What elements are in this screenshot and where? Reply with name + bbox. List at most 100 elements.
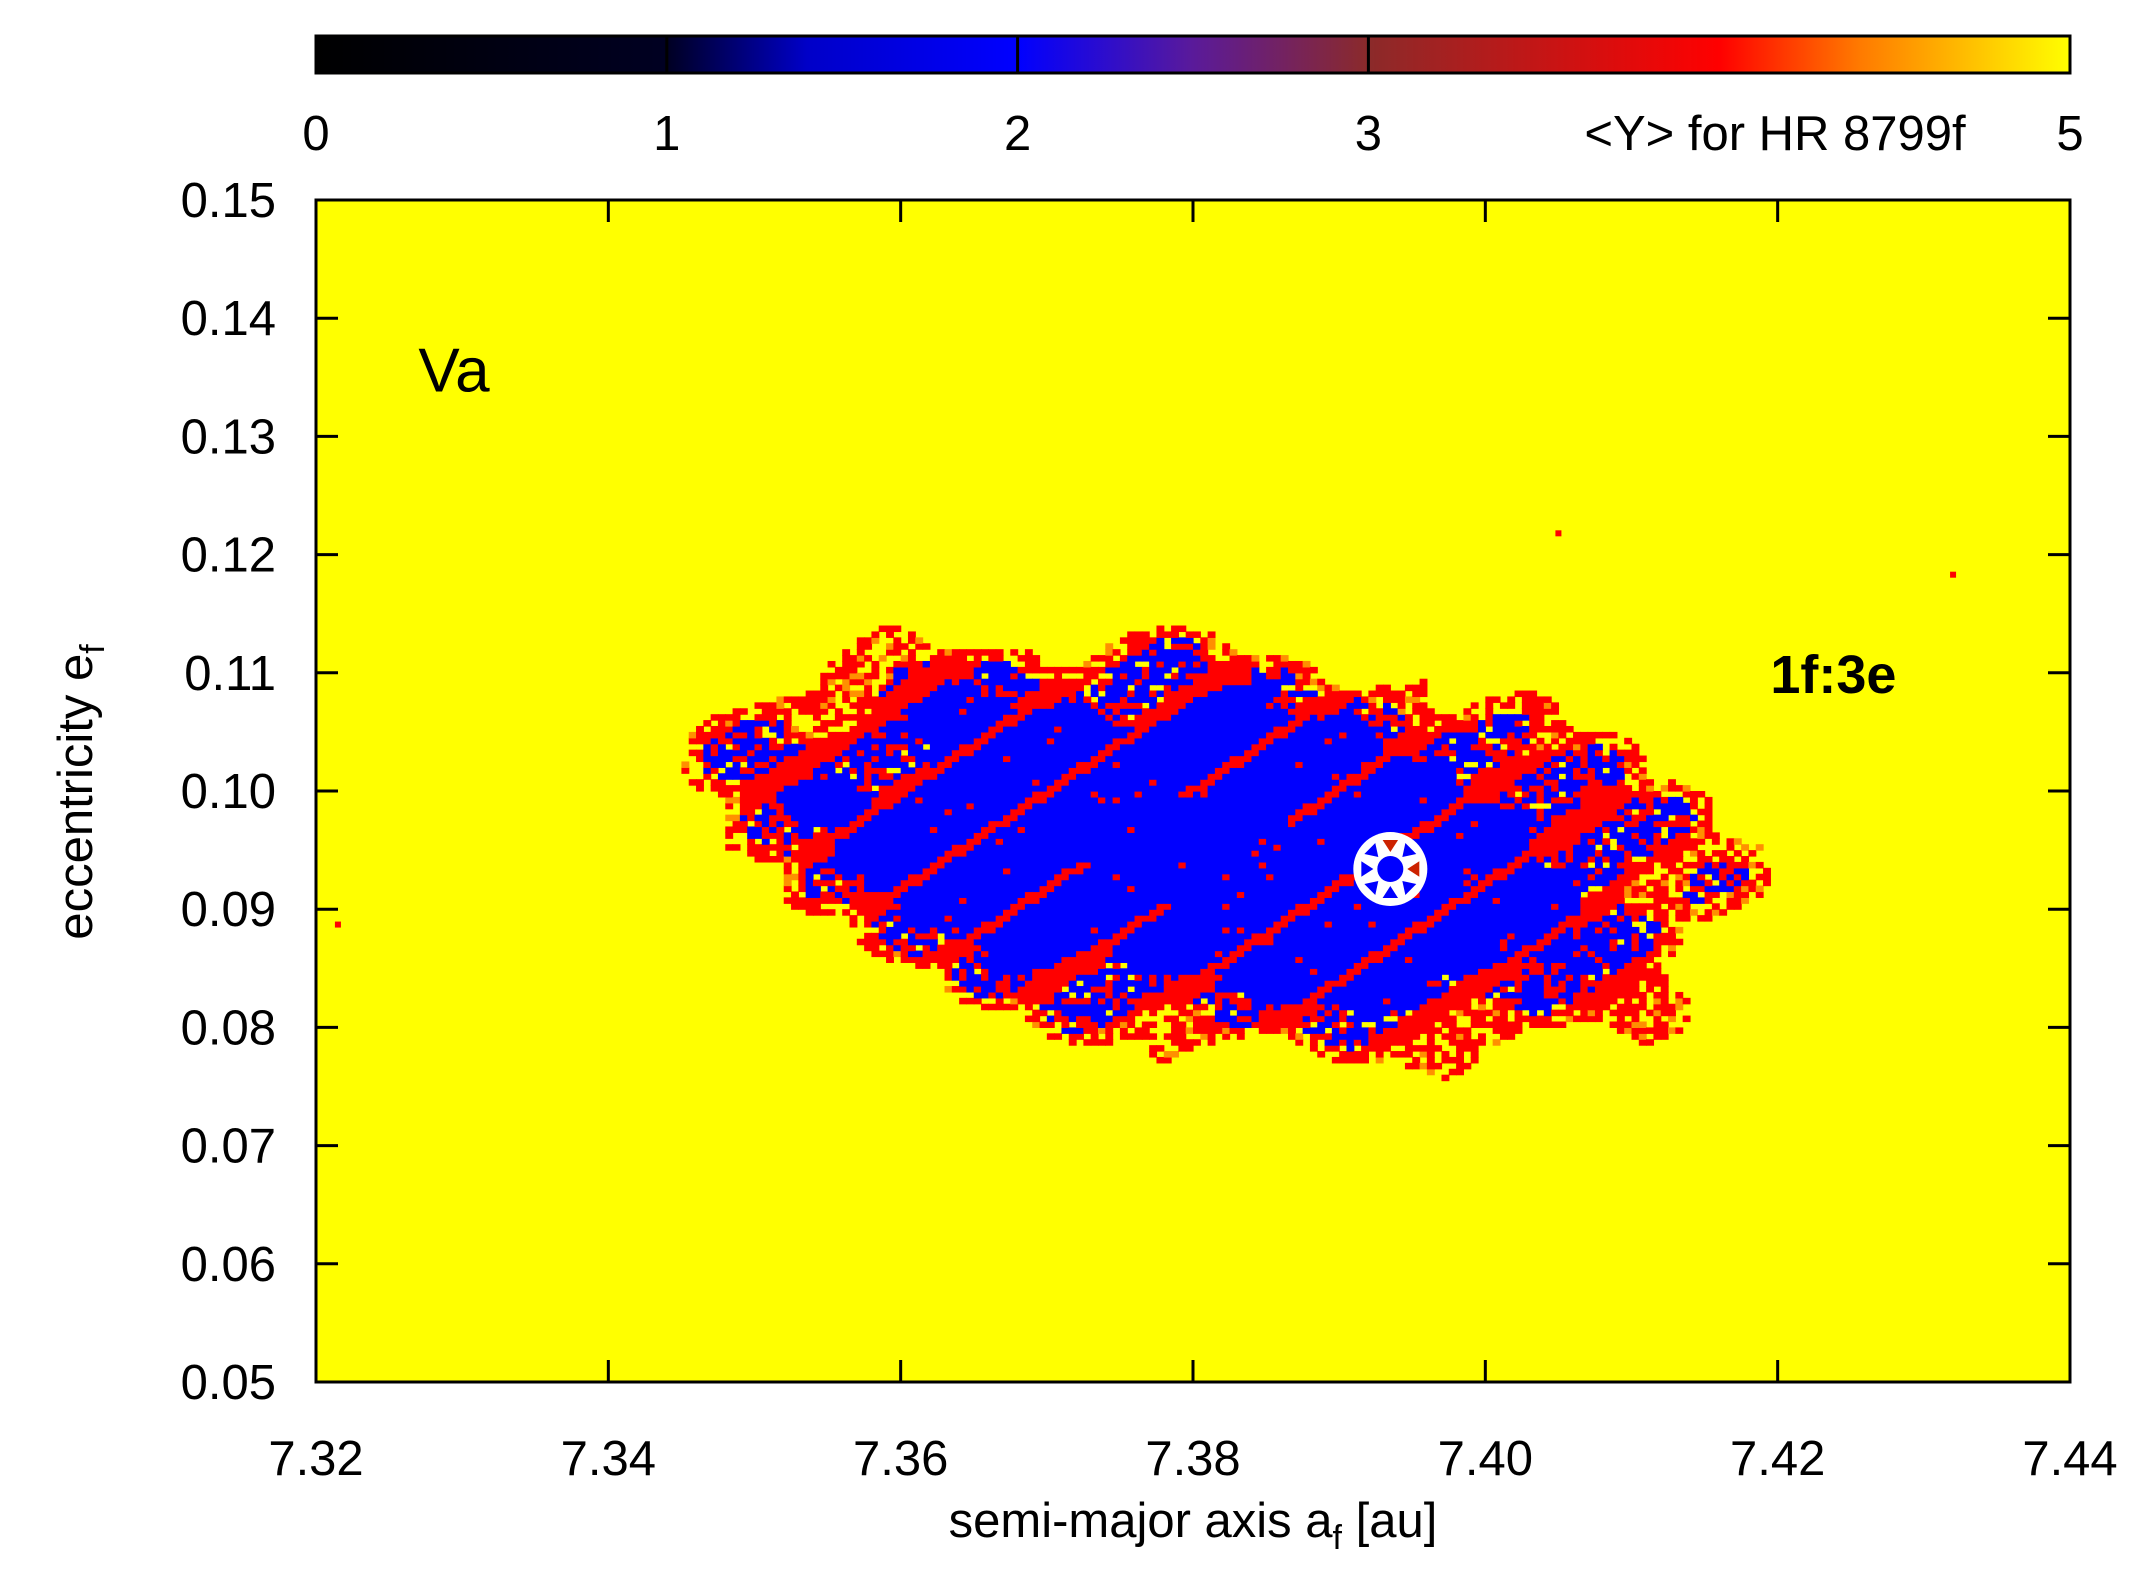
heatmap-cell [1200,885,1209,893]
heatmap-cell [988,802,997,810]
heatmap-cell [1375,980,1384,987]
heatmap-cell [1002,725,1011,733]
heatmap-cell [1171,891,1179,898]
heatmap-cell [1258,725,1267,733]
heatmap-cell [988,986,997,993]
heatmap-cell [1127,655,1136,662]
heatmap-cell [1097,773,1106,780]
heatmap-cell [1090,708,1099,715]
heatmap-cell [1361,926,1369,934]
heatmap-cell [988,649,997,656]
heatmap-cell [951,814,960,822]
heatmap-cell [1302,743,1311,751]
heatmap-cell [1288,660,1296,668]
heatmap-cell [1331,838,1340,845]
heatmap-cell [717,731,726,739]
heatmap-cell [981,678,989,686]
heatmap-cell [1295,903,1304,910]
heatmap-cell [710,737,719,745]
heatmap-cell [1273,850,1282,857]
heatmap-cell [1032,802,1041,810]
heatmap-cell [1046,915,1055,922]
heatmap-cell [1141,885,1150,893]
heatmap-cell [966,950,975,958]
heatmap-cell [1134,720,1143,727]
heatmap-cell [812,755,821,763]
heatmap-cell [966,838,975,845]
heatmap-cell [1185,838,1194,845]
heatmap-cell [1244,666,1253,674]
heatmap-cell [878,867,887,875]
heatmap-cell [951,666,960,674]
heatmap-cell [1200,861,1209,869]
heatmap-cell [725,844,734,851]
heatmap-cell [959,915,968,922]
heatmap-cell [1244,909,1253,916]
heatmap-cell [1273,909,1282,916]
heatmap-cell [1251,725,1260,733]
heatmap-cell [1061,702,1070,709]
heatmap-cell [981,731,989,739]
heatmap-cell [1207,891,1216,898]
heatmap-cell [798,708,807,715]
heatmap-cell [1141,767,1150,774]
heatmap-cell [1112,720,1121,727]
heatmap-cell [1266,708,1274,715]
heatmap-cell [1163,791,1172,798]
heatmap-cell [1141,678,1150,686]
heatmap-cell [981,773,989,780]
heatmap-cell [1090,690,1099,698]
heatmap-cell [878,791,887,798]
heatmap-cell [864,702,873,709]
heatmap-cell [1171,921,1179,928]
heatmap-cell [1214,867,1223,875]
heatmap-cell [1288,755,1296,763]
heatmap-cell [1178,968,1187,975]
heatmap-cell [1295,820,1304,828]
heatmap-cell [1222,897,1231,904]
heatmap-cell [812,749,821,757]
heatmap-cell [1361,1056,1369,1064]
heatmap-cell [1200,779,1209,786]
heatmap-cell [1273,986,1282,993]
heatmap-cell [798,802,807,810]
heatmap-cell [1361,903,1369,910]
heatmap-cell [1266,767,1274,774]
heatmap-cell [886,743,894,751]
heatmap-cell [842,731,851,739]
heatmap-cell [922,921,931,928]
heatmap-cell [966,708,975,715]
heatmap-cell [1002,909,1011,916]
heatmap-cell [1193,903,1201,910]
heatmap-cell [1097,832,1106,839]
heatmap-cell [1112,684,1121,692]
heatmap-cell [1383,761,1391,768]
heatmap-cell [1280,696,1289,703]
heatmap-cell [1032,991,1041,999]
heatmap-cell [1105,873,1114,881]
heatmap-cell [1207,1039,1216,1046]
heatmap-cell [1273,885,1282,893]
heatmap-cell [1054,897,1063,904]
heatmap-cell [1200,962,1209,969]
heatmap-cell [959,649,968,656]
heatmap-cell [1200,785,1209,792]
heatmap-cell [944,672,953,680]
heatmap-cell [1266,956,1274,963]
heatmap-cell [1346,938,1355,946]
heatmap-cell [856,802,865,810]
heatmap-cell [1302,950,1311,958]
heatmap-cell [856,720,865,727]
heatmap-cell [842,749,851,757]
heatmap-cell [849,702,858,709]
heatmap-cell [871,879,880,887]
heatmap-cell [1229,755,1238,763]
heatmap-cell [981,743,989,751]
heatmap-cell [1236,773,1245,780]
heatmap-cell [1200,1027,1209,1034]
heatmap-cell [1222,997,1231,1005]
heatmap-cell [1339,873,1348,881]
heatmap-cell [886,649,894,656]
heatmap-cell [1383,714,1391,721]
heatmap-cell [1171,796,1179,804]
